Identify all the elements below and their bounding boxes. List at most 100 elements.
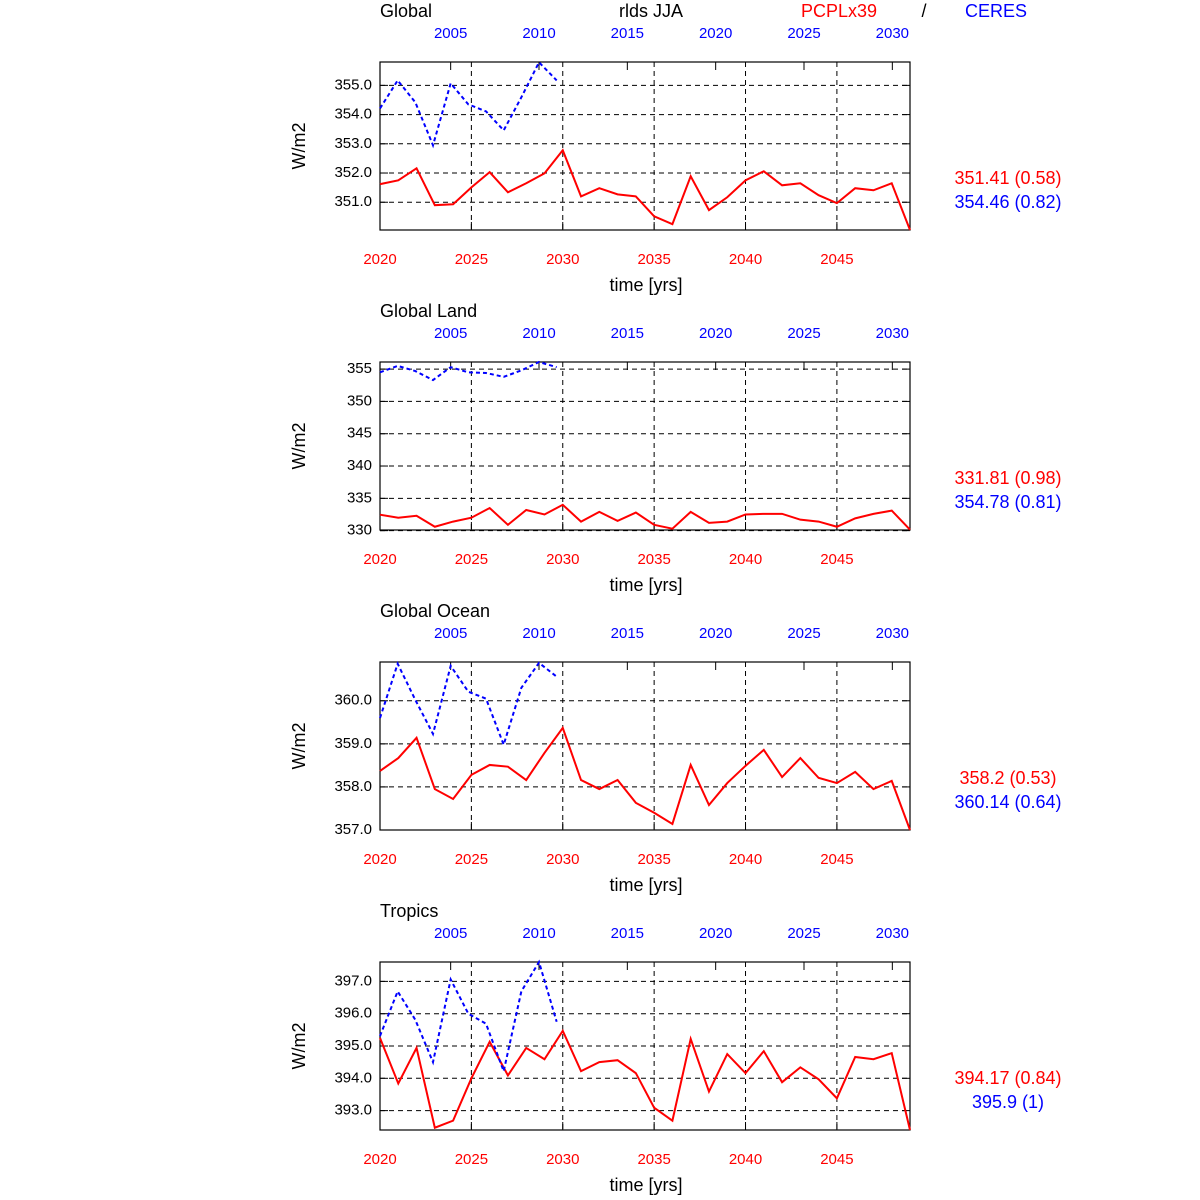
x2-tick-label: 2010 <box>522 25 555 42</box>
y-tick-label: 394.0 <box>334 1069 372 1086</box>
series-line <box>379 148 911 231</box>
x-tick-label: 2035 <box>637 551 670 568</box>
y-axis-label: W/m2 <box>289 1023 309 1070</box>
x2-tick-label: 2015 <box>611 625 644 642</box>
y-tick-label: 359.0 <box>334 735 372 752</box>
x-axis-label: time [yrs] <box>609 1175 682 1195</box>
y-tick-label: 350 <box>347 392 372 409</box>
y-tick-label: 351.0 <box>334 193 372 210</box>
y-tick-label: 357.0 <box>334 821 372 838</box>
series-line <box>379 1028 911 1131</box>
y-tick-label: 395.0 <box>334 1037 372 1054</box>
series-line <box>379 959 558 1075</box>
plot-frame <box>379 61 911 231</box>
y-axis-label: W/m2 <box>289 723 309 770</box>
series-line <box>379 60 558 149</box>
series-line <box>379 360 557 382</box>
y-tick-label: 335 <box>347 489 372 506</box>
x2-tick-label: 2015 <box>611 25 644 42</box>
x2-tick-label: 2015 <box>611 325 644 342</box>
x-axis-label: time [yrs] <box>609 575 682 595</box>
x-tick-label: 2030 <box>546 1151 579 1168</box>
x-tick-label: 2040 <box>729 251 762 268</box>
series-summary: 354.78 (0.81) <box>954 492 1061 512</box>
x-tick-label: 2040 <box>729 851 762 868</box>
x2-tick-label: 2015 <box>611 925 644 942</box>
x-tick-label: 2025 <box>455 551 488 568</box>
legend-entry: CERES <box>965 1 1027 21</box>
series-summary: 395.9 (1) <box>972 1092 1044 1112</box>
x-tick-label: 2025 <box>455 251 488 268</box>
x-tick-label: 2040 <box>729 1151 762 1168</box>
x-tick-label: 2040 <box>729 551 762 568</box>
x2-tick-label: 2020 <box>699 625 732 642</box>
x-axis-label: time [yrs] <box>609 875 682 895</box>
x2-tick-label: 2030 <box>876 25 909 42</box>
y-axis-label: W/m2 <box>289 123 309 170</box>
x-tick-label: 2045 <box>820 551 853 568</box>
series-line <box>379 725 911 831</box>
series-line <box>379 503 911 531</box>
x-tick-label: 2020 <box>363 251 396 268</box>
x2-tick-label: 2005 <box>434 325 467 342</box>
series-line <box>379 661 558 748</box>
x2-tick-label: 2005 <box>434 625 467 642</box>
series-summary: 394.17 (0.84) <box>954 1068 1061 1088</box>
x-tick-label: 2020 <box>363 551 396 568</box>
y-tick-label: 352.0 <box>334 164 372 181</box>
series-summary: 351.41 (0.58) <box>954 168 1061 188</box>
panel-title: Tropics <box>380 901 438 921</box>
y-tick-label: 340 <box>347 457 372 474</box>
x-tick-label: 2020 <box>363 1151 396 1168</box>
plot-frame <box>379 661 911 831</box>
x2-tick-label: 2025 <box>787 625 820 642</box>
legend-separator: / <box>921 1 926 21</box>
x-tick-label: 2045 <box>820 851 853 868</box>
plot-frame <box>379 361 911 531</box>
x-tick-label: 2025 <box>455 1151 488 1168</box>
x-tick-label: 2035 <box>637 1151 670 1168</box>
x2-tick-label: 2010 <box>522 625 555 642</box>
x-tick-label: 2025 <box>455 851 488 868</box>
y-tick-label: 353.0 <box>334 135 372 152</box>
x-axis-label: time [yrs] <box>609 275 682 295</box>
y-axis-label: W/m2 <box>289 423 309 470</box>
x-tick-label: 2030 <box>546 851 579 868</box>
x2-tick-label: 2005 <box>434 25 467 42</box>
x2-tick-label: 2020 <box>699 925 732 942</box>
x2-tick-label: 2020 <box>699 325 732 342</box>
y-tick-label: 345 <box>347 425 372 442</box>
x2-tick-label: 2030 <box>876 625 909 642</box>
x-tick-label: 2020 <box>363 851 396 868</box>
x-tick-label: 2035 <box>637 851 670 868</box>
figure-title: rlds JJA <box>619 1 683 21</box>
series-summary: 358.2 (0.53) <box>959 768 1056 788</box>
x2-tick-label: 2025 <box>787 925 820 942</box>
panel-title: Global <box>380 1 432 21</box>
y-tick-label: 393.0 <box>334 1102 372 1119</box>
x-tick-label: 2030 <box>546 551 579 568</box>
x2-tick-label: 2025 <box>787 25 820 42</box>
x2-tick-label: 2025 <box>787 325 820 342</box>
x-tick-label: 2030 <box>546 251 579 268</box>
x2-tick-label: 2020 <box>699 25 732 42</box>
panel-title: Global Land <box>380 301 477 321</box>
x2-tick-label: 2030 <box>876 925 909 942</box>
legend-entry: PCPLx39 <box>801 1 877 21</box>
series-summary: 360.14 (0.64) <box>954 792 1061 812</box>
x2-tick-label: 2010 <box>522 325 555 342</box>
y-tick-label: 330 <box>347 522 372 539</box>
x-tick-label: 2045 <box>820 251 853 268</box>
x2-tick-label: 2030 <box>876 325 909 342</box>
x-tick-label: 2045 <box>820 1151 853 1168</box>
y-tick-label: 360.0 <box>334 692 372 709</box>
x-tick-label: 2035 <box>637 251 670 268</box>
x2-tick-label: 2005 <box>434 925 467 942</box>
y-tick-label: 358.0 <box>334 778 372 795</box>
series-summary: 331.81 (0.98) <box>954 468 1061 488</box>
y-tick-label: 355.0 <box>334 76 372 93</box>
x2-tick-label: 2010 <box>522 925 555 942</box>
y-tick-label: 355 <box>347 360 372 377</box>
y-tick-label: 354.0 <box>334 106 372 123</box>
